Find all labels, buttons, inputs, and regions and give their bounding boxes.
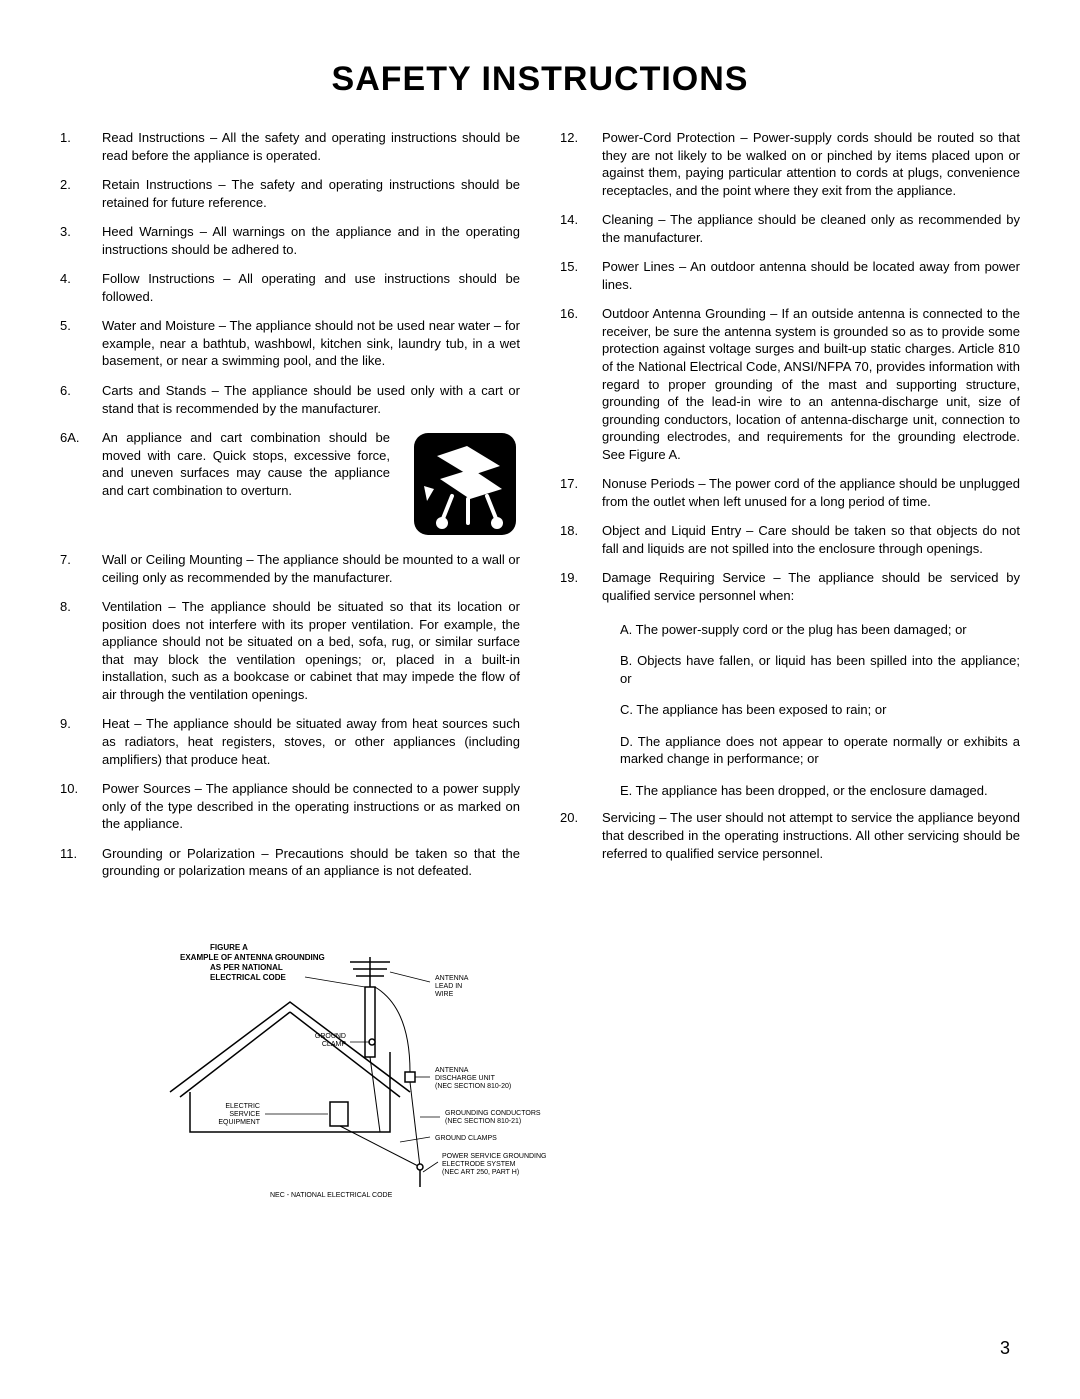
item-number: 17. [560, 475, 602, 510]
svg-text:AS PER NATIONAL: AS PER NATIONAL [210, 963, 283, 972]
item-number: 2. [60, 176, 102, 211]
instruction-item: 3.Heed Warnings – All warnings on the ap… [60, 223, 520, 258]
item-text: Cleaning – The appliance should be clean… [602, 211, 1020, 246]
item-number: 10. [60, 780, 102, 833]
svg-text:GROUND CLAMPS: GROUND CLAMPS [435, 1135, 497, 1142]
item-text: Damage Requiring Service – The appliance… [602, 569, 1020, 604]
item-number: 9. [60, 715, 102, 768]
instruction-item: 8.Ventilation – The appliance should be … [60, 598, 520, 703]
item-text: Water and Moisture – The appliance shoul… [102, 317, 520, 370]
item-number: 8. [60, 598, 102, 703]
instruction-item: 17.Nonuse Periods – The power cord of th… [560, 475, 1020, 510]
item-number: 5. [60, 317, 102, 370]
svg-text:CLAMP: CLAMP [322, 1041, 346, 1048]
item-text: Read Instructions – All the safety and o… [102, 129, 520, 164]
item-number: 18. [560, 522, 602, 557]
item-number: 14. [560, 211, 602, 246]
item-number: 11. [60, 845, 102, 880]
content-columns: 1.Read Instructions – All the safety and… [60, 129, 1020, 892]
item-text: Follow Instructions – All operating and … [102, 270, 520, 305]
svg-text:NEC - NATIONAL ELECTRICAL CODE: NEC - NATIONAL ELECTRICAL CODE [270, 1192, 393, 1199]
item-text: Retain Instructions – The safety and ope… [102, 176, 520, 211]
item-text: Heat – The appliance should be situated … [102, 715, 520, 768]
instruction-item: 2.Retain Instructions – The safety and o… [60, 176, 520, 211]
instruction-item: 5.Water and Moisture – The appliance sho… [60, 317, 520, 370]
instruction-subitem: B. Objects have fallen, or liquid has be… [560, 648, 1020, 691]
item-number: 6A. [60, 429, 102, 539]
svg-text:WIRE: WIRE [435, 991, 454, 998]
instruction-item: 6A.An appliance and cart combination sho… [60, 429, 520, 539]
item-number: 7. [60, 551, 102, 586]
svg-text:EXAMPLE OF ANTENNA GROUNDING: EXAMPLE OF ANTENNA GROUNDING [180, 953, 325, 962]
svg-text:ELECTRIC: ELECTRIC [225, 1103, 260, 1110]
instruction-item: 7.Wall or Ceiling Mounting – The applian… [60, 551, 520, 586]
right-column: 12.Power-Cord Protection – Power-supply … [560, 129, 1020, 892]
svg-text:GROUNDING CONDUCTORS: GROUNDING CONDUCTORS [445, 1110, 541, 1117]
instruction-subitem: D. The appliance does not appear to oper… [560, 729, 1020, 772]
svg-text:ELECTRICAL CODE: ELECTRICAL CODE [210, 973, 287, 982]
svg-text:ELECTRODE SYSTEM: ELECTRODE SYSTEM [442, 1161, 516, 1168]
left-column: 1.Read Instructions – All the safety and… [60, 129, 520, 892]
item-number: 20. [560, 809, 602, 862]
item-number: 16. [560, 305, 602, 463]
instruction-item: 15.Power Lines – An outdoor antenna shou… [560, 258, 1020, 293]
instruction-item: 6.Carts and Stands – The appliance shoul… [60, 382, 520, 417]
instruction-subitem: E. The appliance has been dropped, or th… [560, 778, 1020, 804]
svg-text:LEAD IN: LEAD IN [435, 983, 462, 990]
svg-text:(NEC SECTION 810-20): (NEC SECTION 810-20) [435, 1083, 511, 1090]
instruction-subitem: A. The power-supply cord or the plug has… [560, 617, 1020, 643]
item-number: 4. [60, 270, 102, 305]
instruction-item: 14.Cleaning – The appliance should be cl… [560, 211, 1020, 246]
svg-text:ANTENNA: ANTENNA [435, 1067, 469, 1074]
item-text: Power Lines – An outdoor antenna should … [602, 258, 1020, 293]
item-number: 19. [560, 569, 602, 604]
item-text: Power Sources – The appliance should be … [102, 780, 520, 833]
instruction-item: 12.Power-Cord Protection – Power-supply … [560, 129, 1020, 199]
instruction-item: 11.Grounding or Polarization – Precautio… [60, 845, 520, 880]
cart-tip-icon [410, 429, 520, 539]
instruction-item: 1.Read Instructions – All the safety and… [60, 129, 520, 164]
svg-text:SERVICE: SERVICE [229, 1111, 260, 1118]
instruction-item: 19.Damage Requiring Service – The applia… [560, 569, 1020, 604]
instruction-item: 18.Object and Liquid Entry – Care should… [560, 522, 1020, 557]
item-text: Ventilation – The appliance should be si… [102, 598, 520, 703]
item-text: Wall or Ceiling Mounting – The appliance… [102, 551, 520, 586]
instruction-subitem: C. The appliance has been exposed to rai… [560, 697, 1020, 723]
instruction-item: 4.Follow Instructions – All operating an… [60, 270, 520, 305]
svg-text:(NEC SECTION 810-21): (NEC SECTION 810-21) [445, 1118, 521, 1125]
page-number: 3 [1000, 1338, 1010, 1359]
page-title: SAFETY INSTRUCTIONS [60, 60, 1020, 99]
instruction-item: 9.Heat – The appliance should be situate… [60, 715, 520, 768]
item-text: Outdoor Antenna Grounding – If an outsid… [602, 305, 1020, 463]
svg-text:ANTENNA: ANTENNA [435, 975, 469, 982]
item-text: Grounding or Polarization – Precautions … [102, 845, 520, 880]
item-number: 1. [60, 129, 102, 164]
item-number: 6. [60, 382, 102, 417]
item-text: Power-Cord Protection – Power-supply cor… [602, 129, 1020, 199]
svg-text:(NEC ART 250, PART H): (NEC ART 250, PART H) [442, 1169, 519, 1176]
svg-text:FIGURE A: FIGURE A [210, 943, 248, 952]
item-number: 12. [560, 129, 602, 199]
item-number: 15. [560, 258, 602, 293]
svg-text:EQUIPMENT: EQUIPMENT [218, 1119, 260, 1126]
item-number: 3. [60, 223, 102, 258]
item-text: Heed Warnings – All warnings on the appl… [102, 223, 520, 258]
item-text: Object and Liquid Entry – Care should be… [602, 522, 1020, 557]
item-text: Servicing – The user should not attempt … [602, 809, 1020, 862]
instruction-item: 10.Power Sources – The appliance should … [60, 780, 520, 833]
item-text: Nonuse Periods – The power cord of the a… [602, 475, 1020, 510]
svg-text:POWER SERVICE GROUNDING: POWER SERVICE GROUNDING [442, 1153, 547, 1160]
item-text: Carts and Stands – The appliance should … [102, 382, 520, 417]
svg-text:DISCHARGE UNIT: DISCHARGE UNIT [435, 1075, 496, 1082]
figure-a: FIGURE A EXAMPLE OF ANTENNA GROUNDING AS… [120, 932, 640, 1217]
instruction-item: 20.Servicing – The user should not attem… [560, 809, 1020, 862]
item-text: An appliance and cart combination should… [102, 429, 520, 539]
svg-text:GROUND: GROUND [315, 1033, 346, 1040]
instruction-item: 16.Outdoor Antenna Grounding – If an out… [560, 305, 1020, 463]
